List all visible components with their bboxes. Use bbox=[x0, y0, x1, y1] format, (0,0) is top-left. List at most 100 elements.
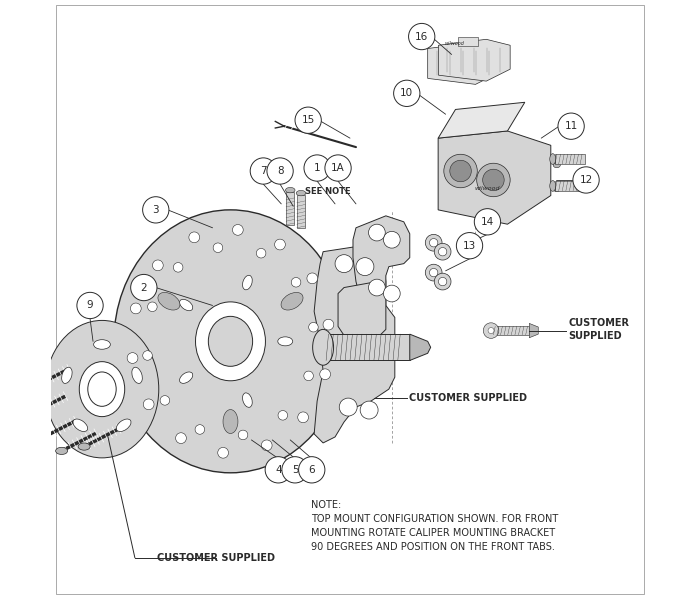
Text: 16: 16 bbox=[415, 32, 428, 41]
Circle shape bbox=[256, 249, 266, 258]
Ellipse shape bbox=[553, 186, 561, 192]
Text: SEE NOTE: SEE NOTE bbox=[305, 187, 351, 196]
Ellipse shape bbox=[35, 435, 48, 442]
Polygon shape bbox=[438, 131, 551, 224]
Circle shape bbox=[426, 234, 442, 251]
Ellipse shape bbox=[296, 190, 306, 196]
Ellipse shape bbox=[209, 316, 253, 367]
Text: CUSTOMER SUPPLIED: CUSTOMER SUPPLIED bbox=[157, 553, 274, 562]
Text: 2: 2 bbox=[141, 283, 147, 292]
Text: 15: 15 bbox=[302, 115, 315, 125]
Circle shape bbox=[160, 395, 169, 405]
Text: CUSTOMER
SUPPLIED: CUSTOMER SUPPLIED bbox=[568, 318, 629, 341]
Circle shape bbox=[475, 208, 500, 235]
Circle shape bbox=[434, 243, 451, 260]
Circle shape bbox=[304, 155, 330, 181]
Text: 13: 13 bbox=[463, 241, 476, 251]
Circle shape bbox=[483, 323, 499, 338]
Circle shape bbox=[368, 224, 385, 241]
Circle shape bbox=[438, 247, 447, 256]
Circle shape bbox=[291, 277, 301, 287]
Text: 6: 6 bbox=[309, 465, 315, 475]
Circle shape bbox=[477, 164, 510, 196]
Ellipse shape bbox=[62, 367, 72, 383]
Polygon shape bbox=[410, 334, 430, 361]
Bar bbox=[458, 37, 479, 46]
Polygon shape bbox=[438, 40, 510, 81]
Circle shape bbox=[488, 328, 494, 334]
Polygon shape bbox=[353, 216, 410, 300]
Ellipse shape bbox=[243, 276, 252, 290]
Circle shape bbox=[384, 285, 400, 302]
Text: NOTE:
TOP MOUNT CONFIGURATION SHOWN. FOR FRONT
MOUNTING ROTATE CALIPER MOUNTING : NOTE: TOP MOUNT CONFIGURATION SHOWN. FOR… bbox=[312, 500, 559, 552]
Bar bbox=[555, 155, 585, 164]
Text: 11: 11 bbox=[564, 121, 578, 131]
Ellipse shape bbox=[78, 443, 90, 450]
Circle shape bbox=[299, 456, 325, 483]
Circle shape bbox=[409, 23, 435, 50]
Circle shape bbox=[456, 232, 483, 259]
Ellipse shape bbox=[79, 362, 125, 417]
Text: CUSTOMER SUPPLIED: CUSTOMER SUPPLIED bbox=[409, 393, 526, 403]
Circle shape bbox=[189, 232, 199, 243]
Text: wilwood: wilwood bbox=[444, 41, 465, 46]
Circle shape bbox=[309, 322, 318, 332]
Circle shape bbox=[143, 196, 169, 223]
Circle shape bbox=[384, 231, 400, 248]
Circle shape bbox=[278, 410, 288, 420]
Ellipse shape bbox=[55, 447, 68, 455]
Circle shape bbox=[430, 238, 438, 247]
Ellipse shape bbox=[313, 329, 334, 365]
Circle shape bbox=[130, 303, 141, 314]
Circle shape bbox=[261, 440, 272, 450]
Text: 14: 14 bbox=[481, 217, 494, 227]
Circle shape bbox=[214, 243, 223, 253]
Circle shape bbox=[127, 353, 138, 364]
Circle shape bbox=[434, 273, 451, 290]
Ellipse shape bbox=[550, 154, 556, 165]
Ellipse shape bbox=[243, 393, 252, 407]
Polygon shape bbox=[428, 43, 499, 84]
Circle shape bbox=[323, 319, 334, 330]
Ellipse shape bbox=[158, 292, 180, 310]
Circle shape bbox=[153, 260, 163, 271]
Circle shape bbox=[267, 158, 293, 184]
Text: wilwood: wilwood bbox=[475, 186, 500, 192]
Text: 1A: 1A bbox=[331, 163, 345, 173]
Circle shape bbox=[176, 432, 186, 443]
Text: 12: 12 bbox=[580, 175, 593, 185]
Text: 10: 10 bbox=[400, 88, 413, 98]
Circle shape bbox=[335, 255, 353, 273]
Circle shape bbox=[325, 155, 351, 181]
Ellipse shape bbox=[553, 162, 561, 168]
Polygon shape bbox=[338, 282, 386, 338]
Ellipse shape bbox=[116, 419, 131, 431]
Bar bbox=[326, 334, 410, 361]
Ellipse shape bbox=[180, 300, 193, 311]
Circle shape bbox=[450, 161, 471, 181]
Ellipse shape bbox=[223, 410, 238, 434]
Ellipse shape bbox=[278, 337, 293, 346]
Circle shape bbox=[438, 277, 447, 286]
Circle shape bbox=[174, 262, 183, 272]
Ellipse shape bbox=[88, 372, 116, 406]
Circle shape bbox=[218, 447, 228, 458]
Ellipse shape bbox=[180, 372, 193, 383]
Circle shape bbox=[282, 456, 308, 483]
Bar bbox=[494, 326, 529, 335]
Circle shape bbox=[298, 412, 309, 423]
Circle shape bbox=[430, 268, 438, 277]
Circle shape bbox=[148, 302, 157, 311]
Circle shape bbox=[295, 107, 321, 134]
Circle shape bbox=[483, 170, 504, 190]
Ellipse shape bbox=[94, 340, 111, 349]
Text: 7: 7 bbox=[260, 166, 267, 176]
Circle shape bbox=[232, 225, 243, 235]
Circle shape bbox=[307, 273, 318, 284]
Circle shape bbox=[340, 398, 357, 416]
Ellipse shape bbox=[286, 187, 295, 193]
Polygon shape bbox=[438, 102, 525, 138]
Circle shape bbox=[131, 274, 157, 301]
Circle shape bbox=[426, 264, 442, 281]
Polygon shape bbox=[314, 246, 395, 443]
